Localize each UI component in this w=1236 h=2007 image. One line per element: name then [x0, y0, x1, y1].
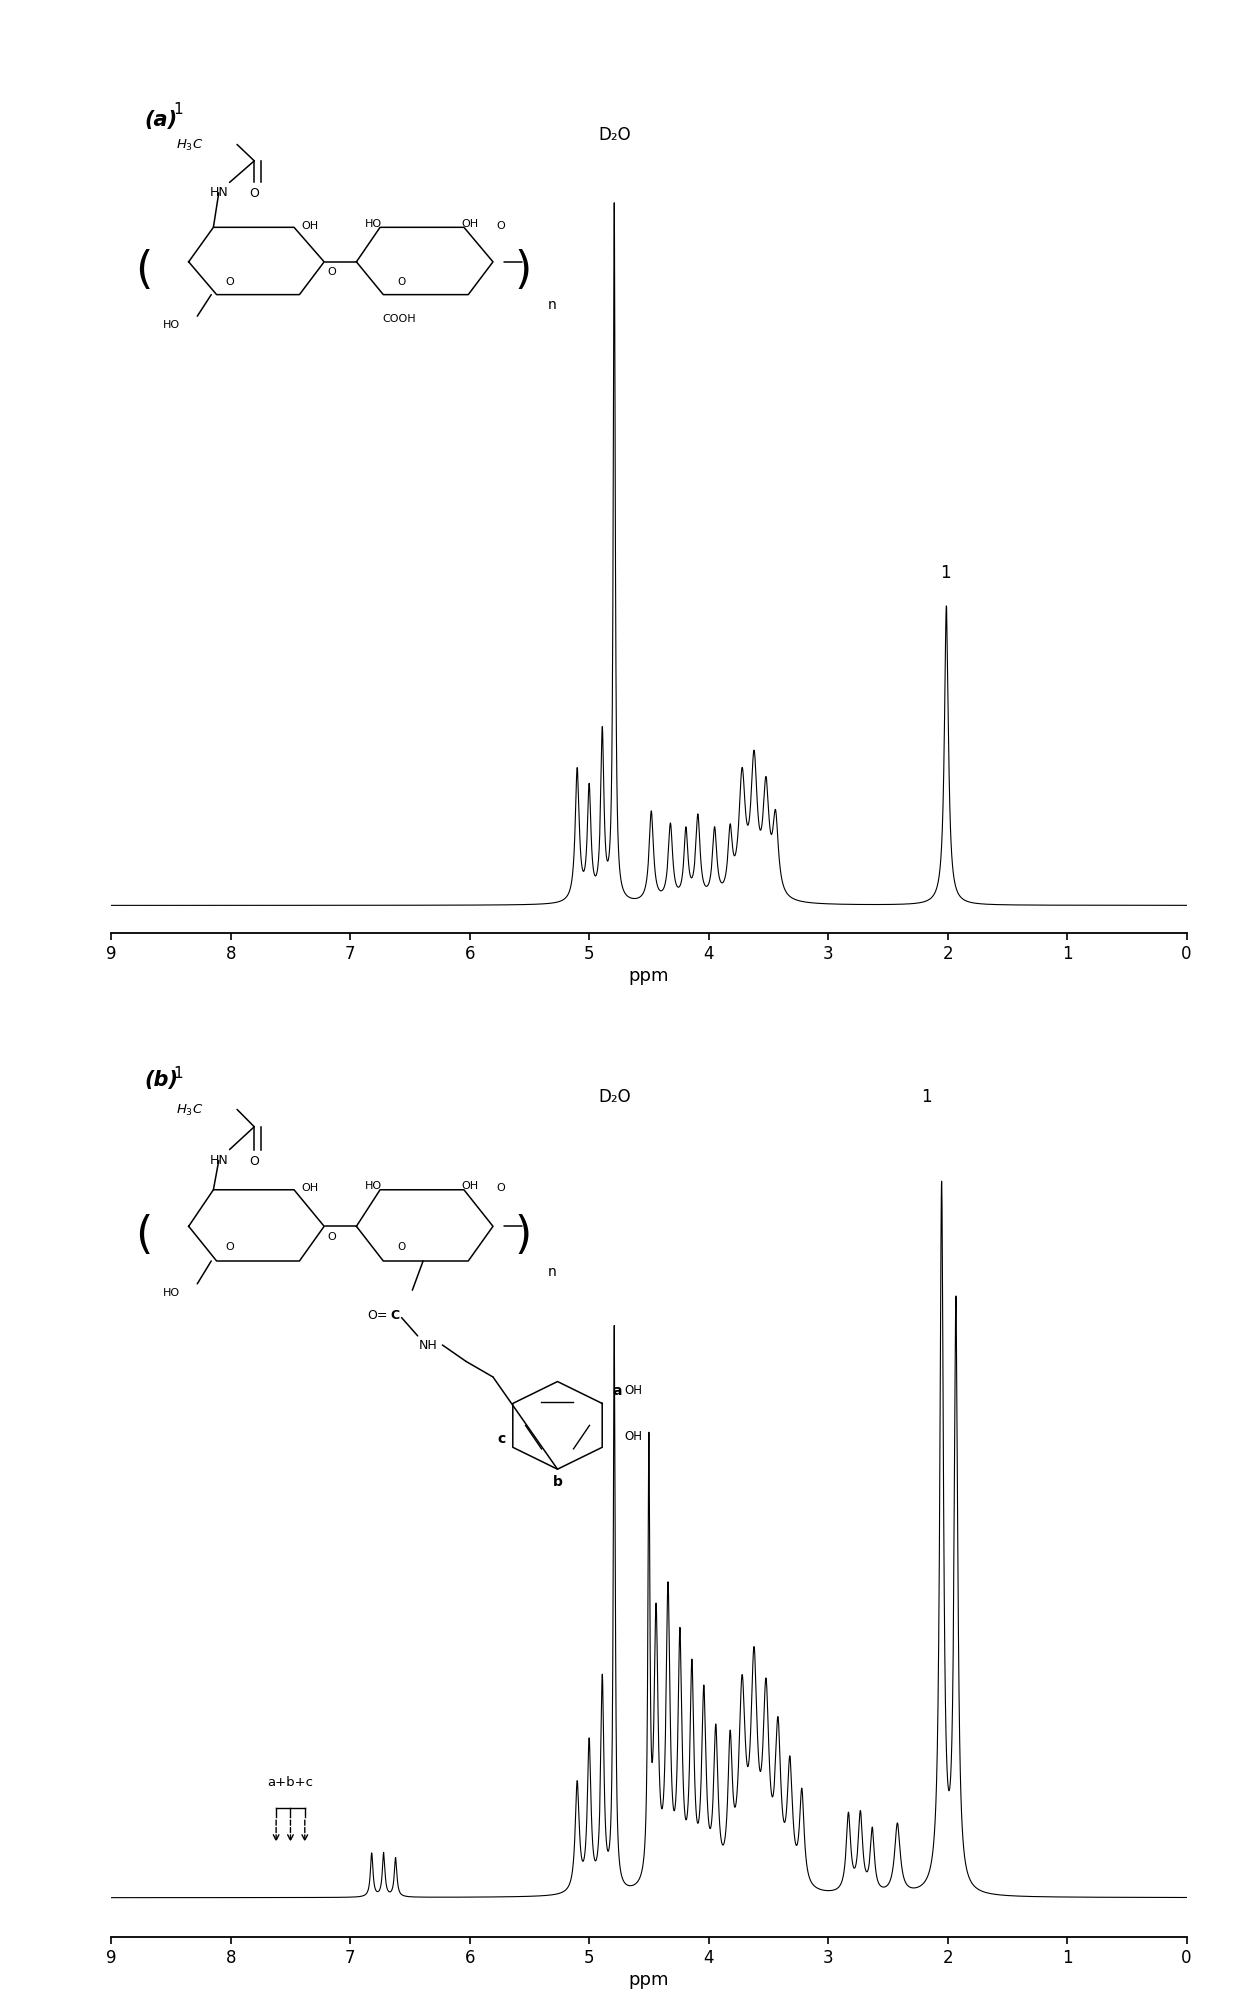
Text: b: b — [552, 1475, 562, 1489]
Text: $H_3C$: $H_3C$ — [176, 1102, 203, 1118]
Text: O: O — [225, 277, 234, 287]
Text: OH: OH — [302, 1182, 319, 1192]
Text: HO: HO — [163, 1288, 180, 1299]
Text: O: O — [250, 1154, 260, 1168]
Text: NH: NH — [419, 1339, 438, 1351]
Text: O: O — [398, 277, 405, 287]
Text: O: O — [225, 1242, 234, 1252]
Text: OH: OH — [302, 221, 319, 231]
Text: OH: OH — [462, 1180, 478, 1190]
Text: a: a — [612, 1383, 622, 1397]
Text: $H_3C$: $H_3C$ — [176, 138, 203, 153]
Text: O: O — [496, 221, 506, 231]
Text: COOH: COOH — [382, 313, 415, 323]
Text: c: c — [497, 1433, 506, 1447]
Text: (: ( — [135, 1214, 152, 1256]
Text: D₂O: D₂O — [598, 1088, 630, 1106]
Text: OH: OH — [624, 1429, 643, 1443]
Text: n: n — [548, 297, 556, 311]
Text: (a): (a) — [145, 110, 178, 130]
Text: a+b+c: a+b+c — [267, 1776, 314, 1788]
Text: ): ) — [514, 1214, 531, 1256]
Text: HO: HO — [365, 219, 382, 229]
Text: C: C — [391, 1309, 400, 1323]
Text: (b): (b) — [145, 1070, 179, 1090]
Text: O: O — [398, 1242, 405, 1252]
Text: n: n — [548, 1264, 556, 1278]
Text: (: ( — [135, 249, 152, 291]
Text: 1: 1 — [939, 564, 950, 582]
Text: O: O — [328, 1232, 336, 1242]
Text: HN: HN — [210, 187, 229, 199]
Text: HO: HO — [163, 319, 180, 329]
Text: O=: O= — [367, 1309, 388, 1323]
Text: 1: 1 — [921, 1088, 932, 1106]
Text: HN: HN — [210, 1154, 229, 1166]
Text: OH: OH — [462, 219, 478, 229]
Text: ): ) — [514, 249, 531, 291]
X-axis label: ppm: ppm — [629, 967, 669, 985]
Text: HO: HO — [365, 1180, 382, 1190]
Text: 1: 1 — [173, 102, 183, 116]
X-axis label: ppm: ppm — [629, 1971, 669, 1989]
Text: O: O — [496, 1182, 506, 1192]
Text: O: O — [250, 187, 260, 201]
Text: OH: OH — [624, 1385, 643, 1397]
Text: O: O — [328, 267, 336, 277]
Text: 1: 1 — [173, 1066, 183, 1082]
Text: D₂O: D₂O — [598, 126, 630, 145]
